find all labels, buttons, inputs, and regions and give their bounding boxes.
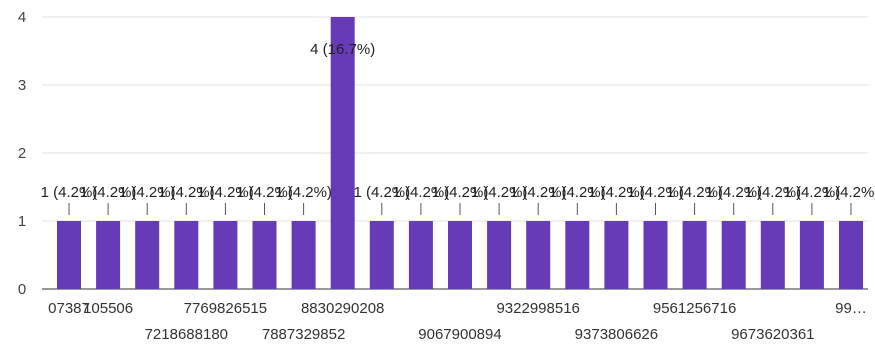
data-label: 1 (4.2%) (510, 184, 567, 201)
data-label: 1 (4.2%) (744, 184, 801, 201)
x-tick-label: 7218688180 (145, 326, 228, 343)
bar (330, 17, 355, 289)
data-label: 1 (4.2%) (119, 184, 176, 201)
x-tick-label: 9067900894 (418, 326, 501, 343)
y-tick-label: 2 (18, 145, 26, 162)
bar (487, 221, 512, 289)
bar (643, 221, 668, 289)
bar (213, 221, 238, 289)
x-tick-label: 105506 (83, 300, 133, 317)
x-tick-label: 7769826515 (184, 300, 267, 317)
bar (799, 221, 824, 289)
bar (721, 221, 746, 289)
bar (839, 221, 863, 289)
x-tick-label: 7887329852 (262, 326, 345, 343)
data-label: 1 (4.2%) (158, 184, 215, 201)
y-tick-label: 1 (18, 213, 26, 230)
data-label: 1 (4.2%) (549, 184, 606, 201)
x-tick-label: 9373806626 (575, 326, 658, 343)
bar (96, 221, 121, 289)
bar (291, 221, 316, 289)
bar (682, 221, 707, 289)
data-label: 1 (4.2%) (432, 184, 489, 201)
data-label: 1 (4.2%) (471, 184, 528, 201)
data-label: 1 (4.2%) (666, 184, 723, 201)
bar (408, 221, 433, 289)
data-label: 1 (4.2%) (393, 184, 450, 201)
y-tick-label: 3 (18, 77, 26, 94)
data-label: 1 (4.2%) (41, 184, 98, 201)
x-tick-label: 99… (835, 300, 867, 317)
x-tick-label: 9322998516 (496, 300, 579, 317)
data-label: 4 (16.7%) (310, 41, 375, 58)
data-label: 1 (4.2%) (353, 184, 410, 201)
y-tick-label: 4 (18, 9, 26, 26)
bar (135, 221, 160, 289)
y-tick-label: 0 (18, 281, 26, 298)
x-tick-label: 07387 (48, 300, 90, 317)
data-label: 1 (4.2%) (705, 184, 762, 201)
bar (526, 221, 551, 289)
data-label: 1 (4.2%) (627, 184, 684, 201)
x-tick-label: 9561256716 (653, 300, 736, 317)
x-tick-label: 9673620361 (731, 326, 814, 343)
data-label: 1 (4.2%) (275, 184, 332, 201)
x-tick-label: 8830290208 (301, 300, 384, 317)
bar (565, 221, 590, 289)
data-label: 1 (4.2%) (80, 184, 137, 201)
data-label: 1 (4.2%) (197, 184, 254, 201)
data-label: 1 (4.2%) (236, 184, 293, 201)
bar (604, 221, 629, 289)
bar (369, 221, 394, 289)
bar (448, 221, 472, 289)
data-label: 1 (4.2%) (588, 184, 645, 201)
bar (174, 221, 199, 289)
bar (760, 221, 785, 289)
bar (57, 221, 81, 289)
data-label: 1 (4.2%) (823, 184, 875, 201)
data-label: 1 (4.2%) (784, 184, 841, 201)
bar (252, 221, 277, 289)
